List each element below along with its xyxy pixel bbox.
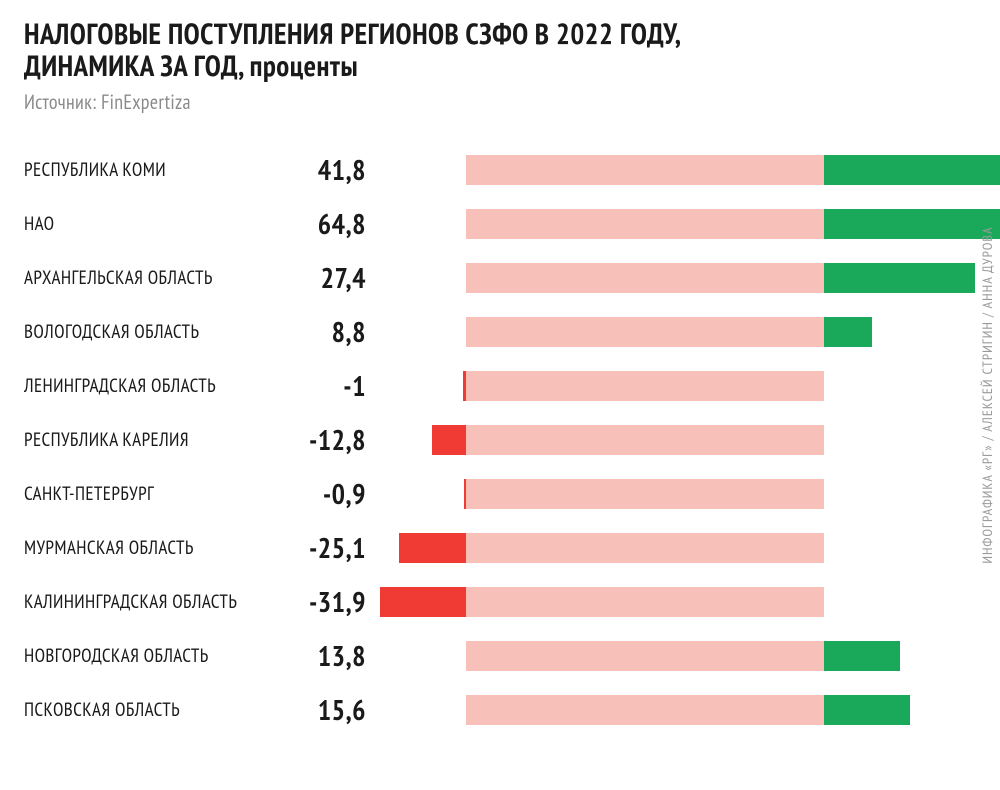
value-label: -31,9 xyxy=(276,583,380,620)
chart-title: НАЛОГОВЫЕ ПОСТУПЛЕНИЯ РЕГИОНОВ СЗФО В 20… xyxy=(24,18,970,83)
bar-area xyxy=(380,317,970,347)
chart-source: Источник: FinExpertiza xyxy=(24,89,970,115)
value-label: 27,4 xyxy=(276,259,380,296)
chart-row: ВОЛОГОДСКАЯ ОБЛАСТЬ8,8 xyxy=(24,305,970,359)
value-label: -12,8 xyxy=(276,421,380,458)
bar-area xyxy=(380,479,970,509)
title-line-2: ДИНАМИКА ЗА ГОД, проценты xyxy=(24,47,358,85)
negative-bar xyxy=(432,425,466,455)
chart-row: САНКТ-ПЕТЕРБУРГ-0,9 xyxy=(24,467,970,521)
value-label: 41,8 xyxy=(276,151,380,188)
region-label: НАО xyxy=(24,212,276,236)
value-label: 13,8 xyxy=(276,637,380,674)
infographic-root: НАЛОГОВЫЕ ПОСТУПЛЕНИЯ РЕГИОНОВ СЗФО В 20… xyxy=(0,0,1000,790)
positive-bar xyxy=(824,317,872,347)
chart-row: ПСКОВСКАЯ ОБЛАСТЬ15,6 xyxy=(24,683,970,737)
bar-area xyxy=(380,695,970,725)
chart-row: КАЛИНИНГРАДСКАЯ ОБЛАСТЬ-31,9 xyxy=(24,575,970,629)
negative-bar xyxy=(464,479,466,509)
bar-area xyxy=(380,155,970,185)
negative-bar xyxy=(463,371,466,401)
region-label: ПСКОВСКАЯ ОБЛАСТЬ xyxy=(24,698,276,722)
value-label: 8,8 xyxy=(276,313,380,350)
value-label: 64,8 xyxy=(276,205,380,242)
base-bar xyxy=(466,425,824,455)
chart-row: НАО64,8 xyxy=(24,197,970,251)
chart-row: РЕСПУБЛИКА КОМИ41,8 xyxy=(24,143,970,197)
region-label: ЛЕНИНГРАДСКАЯ ОБЛАСТЬ xyxy=(24,374,276,398)
positive-bar xyxy=(824,155,1000,185)
positive-bar xyxy=(824,209,1000,239)
value-label: -25,1 xyxy=(276,529,380,566)
bar-area xyxy=(380,425,970,455)
credit-text: ИНФОГРАФИКА «РГ» / АЛЕКСЕЙ СТРИГИН / АНН… xyxy=(978,226,996,563)
base-bar xyxy=(466,587,824,617)
base-bar xyxy=(466,317,824,347)
region-label: НОВГОРОДСКАЯ ОБЛАСТЬ xyxy=(24,644,276,668)
negative-bar xyxy=(399,533,466,563)
chart-row: РЕСПУБЛИКА КАРЕЛИЯ-12,8 xyxy=(24,413,970,467)
bar-area xyxy=(380,371,970,401)
chart-row: АРХАНГЕЛЬСКАЯ ОБЛАСТЬ27,4 xyxy=(24,251,970,305)
region-label: ВОЛОГОДСКАЯ ОБЛАСТЬ xyxy=(24,320,276,344)
base-bar xyxy=(466,155,824,185)
region-label: МУРМАНСКАЯ ОБЛАСТЬ xyxy=(24,536,276,560)
chart-row: НОВГОРОДСКАЯ ОБЛАСТЬ13,8 xyxy=(24,629,970,683)
region-label: АРХАНГЕЛЬСКАЯ ОБЛАСТЬ xyxy=(24,266,276,290)
region-label: КАЛИНИНГРАДСКАЯ ОБЛАСТЬ xyxy=(24,590,276,614)
base-bar xyxy=(466,641,824,671)
base-bar xyxy=(466,263,824,293)
base-bar xyxy=(466,695,824,725)
positive-bar xyxy=(824,695,910,725)
positive-bar xyxy=(824,641,900,671)
bar-area xyxy=(380,209,970,239)
base-bar xyxy=(466,479,824,509)
base-bar xyxy=(466,209,824,239)
negative-bar xyxy=(380,587,466,617)
region-label: РЕСПУБЛИКА КОМИ xyxy=(24,158,276,182)
bar-area xyxy=(380,533,970,563)
base-bar xyxy=(466,533,824,563)
bar-area xyxy=(380,641,970,671)
value-label: -1 xyxy=(276,367,380,404)
chart-row: МУРМАНСКАЯ ОБЛАСТЬ-25,1 xyxy=(24,521,970,575)
value-label: -0,9 xyxy=(276,475,380,512)
bar-area xyxy=(380,263,970,293)
region-label: РЕСПУБЛИКА КАРЕЛИЯ xyxy=(24,428,276,452)
region-label: САНКТ-ПЕТЕРБУРГ xyxy=(24,482,276,506)
bar-chart: РЕСПУБЛИКА КОМИ41,8НАО64,8АРХАНГЕЛЬСКАЯ … xyxy=(24,143,970,737)
bar-area xyxy=(380,587,970,617)
chart-row: ЛЕНИНГРАДСКАЯ ОБЛАСТЬ-1 xyxy=(24,359,970,413)
positive-bar xyxy=(824,263,975,293)
base-bar xyxy=(466,371,824,401)
value-label: 15,6 xyxy=(276,691,380,728)
